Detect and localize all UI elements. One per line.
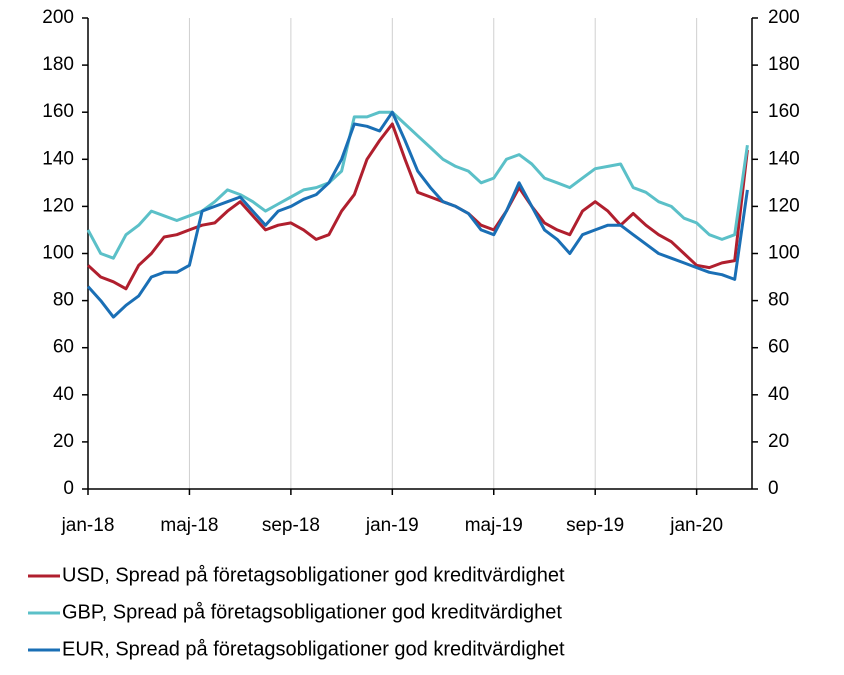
y-tick-label: 180 xyxy=(42,54,74,75)
y-tick-label: 160 xyxy=(42,101,74,122)
x-tick-label: maj-18 xyxy=(160,515,218,536)
y2-tick-label: 180 xyxy=(768,54,800,75)
x-tick-label: jan-18 xyxy=(61,515,115,536)
legend-label: EUR, Spread på företagsobligationer god … xyxy=(62,638,565,660)
y-tick-label: 0 xyxy=(63,478,74,499)
y-tick-label: 140 xyxy=(42,148,74,169)
data-line xyxy=(86,122,749,291)
y-tick-label: 120 xyxy=(42,195,74,216)
y-tick-label: 40 xyxy=(53,384,74,405)
y-tick-label: 100 xyxy=(42,243,74,264)
legend-label: GBP, Spread på företagsobligationer god … xyxy=(62,601,562,623)
x-tick-label: jan-20 xyxy=(669,515,723,536)
x-tick-label: sep-18 xyxy=(262,515,320,536)
x-tick-label: maj-19 xyxy=(465,515,523,536)
y2-tick-label: 140 xyxy=(768,148,800,169)
y-tick-label: 60 xyxy=(53,337,74,358)
data-line xyxy=(86,110,749,260)
y2-tick-label: 60 xyxy=(768,337,789,358)
x-tick-label: sep-19 xyxy=(566,515,624,536)
y2-tick-label: 40 xyxy=(768,384,789,405)
y2-tick-label: 0 xyxy=(768,478,779,499)
data-line xyxy=(86,110,749,319)
y-tick-label: 20 xyxy=(53,431,74,452)
y2-tick-label: 20 xyxy=(768,431,789,452)
y2-tick-label: 100 xyxy=(768,243,800,264)
y2-tick-label: 160 xyxy=(768,101,800,122)
x-tick-label: jan-19 xyxy=(365,515,419,536)
y-tick-label: 80 xyxy=(53,290,74,311)
y-tick-label: 200 xyxy=(42,7,74,28)
y2-tick-label: 200 xyxy=(768,7,800,28)
y2-tick-label: 120 xyxy=(768,195,800,216)
legend-label: USD, Spread på företagsobligationer god … xyxy=(62,564,565,586)
y2-tick-label: 80 xyxy=(768,290,789,311)
